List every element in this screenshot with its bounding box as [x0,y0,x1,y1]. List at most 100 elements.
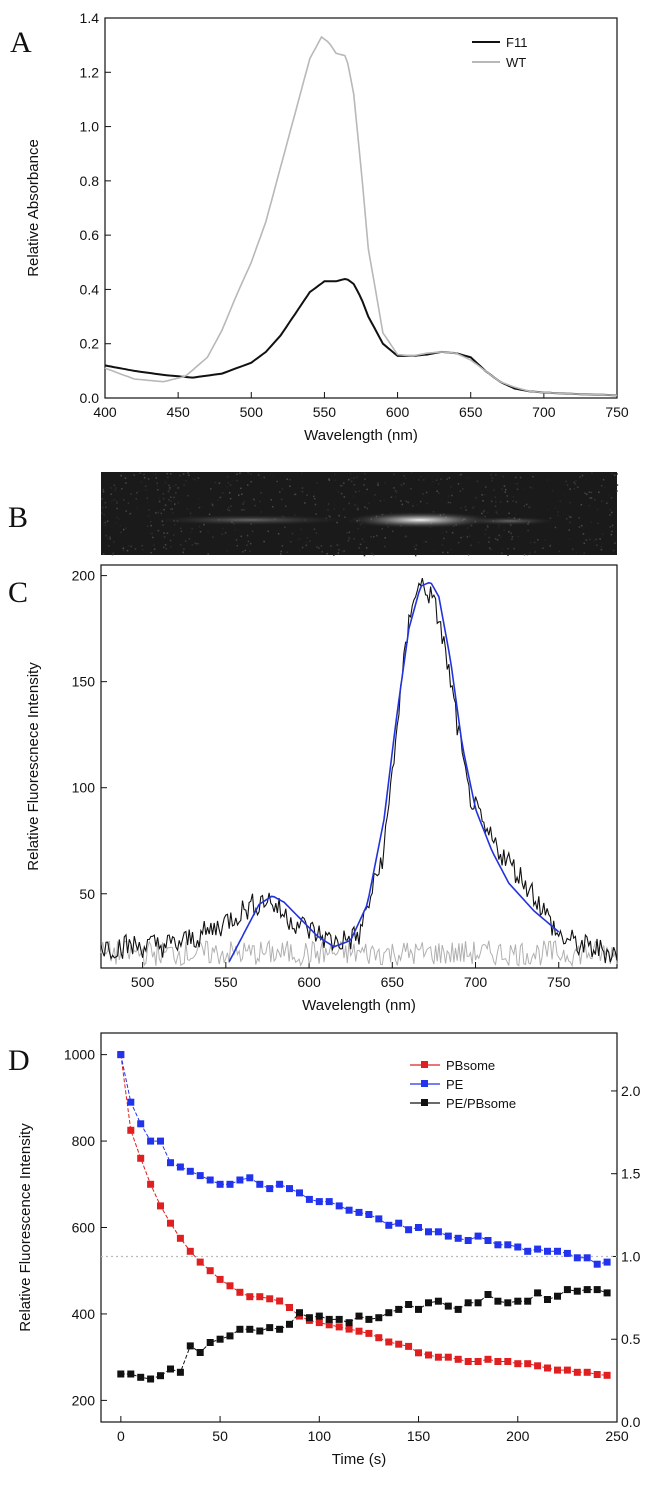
gel-noise [450,549,452,551]
gel-noise [228,506,230,509]
gel-noise [166,532,169,534]
data-point-pe [395,1219,403,1227]
gel-noise [329,515,331,518]
x-tick-label: 750 [605,404,629,420]
gel-noise [246,544,248,546]
data-point-pe [345,1206,353,1214]
gel-noise [581,524,583,527]
data-point-pe-pbsome [405,1301,413,1308]
gel-noise [109,536,111,538]
gel-noise [485,528,487,531]
gel-noise [186,508,189,510]
gel-noise [333,554,335,556]
x-tick-label: 0 [117,1428,125,1444]
gel-noise [232,480,234,482]
y-tick-label: 150 [72,674,96,690]
data-point-pbsome [315,1319,323,1327]
data-point-pbsome [474,1358,482,1365]
gel-noise [226,550,229,552]
gel-noise [115,516,118,519]
gel-noise [299,549,301,552]
data-point-pe-pbsome [335,1315,343,1323]
gel-noise [616,490,618,492]
gel-noise [127,545,130,547]
gel-noise [448,477,451,479]
gel-noise [343,496,346,498]
gel-noise [393,473,395,476]
gel-noise [203,523,205,526]
gel-noise [374,494,376,496]
x-axis-label: Wavelength (nm) [304,427,418,444]
gel-noise [294,514,296,516]
data-point-pbsome [157,1202,164,1210]
gel-noise [549,526,551,528]
gel-noise [103,513,105,516]
data-point-pe [554,1247,561,1255]
gel-noise [609,514,611,516]
gel-noise [164,504,167,506]
series-line-blue-fit [228,581,560,962]
gel-noise [197,543,199,545]
data-point-pe-pbsome [137,1373,145,1381]
gel-noise [467,477,470,479]
gel-noise [229,492,231,494]
gel-noise [142,548,144,551]
gel-noise [158,496,160,499]
gel-noise [491,477,494,479]
gel-noise [373,498,375,500]
gel-noise [445,531,448,533]
gel-noise [611,524,614,527]
gel-noise [333,479,335,481]
gel-noise [326,553,328,555]
gel-noise [529,542,532,544]
y2-tick-label: 1.0 [621,1248,641,1264]
gel-noise [531,487,533,489]
gel-noise [529,486,532,488]
y-axis-label: Relative Fluorescence Intensity [17,1123,34,1332]
x-tick-label: 600 [297,974,321,990]
data-point-pe-pbsome [474,1299,482,1307]
gel-noise [260,511,263,513]
gel-noise [582,533,585,535]
y-tick-label: 0.4 [80,281,100,297]
data-point-pbsome [504,1358,512,1365]
gel-noise [350,480,353,483]
gel-noise [169,539,172,542]
gel-noise [145,489,147,491]
data-point-pe [305,1195,313,1203]
data-point-pe-pbsome [395,1305,403,1313]
gel-noise [240,535,242,538]
gel-noise [364,473,366,475]
gel-noise [122,549,125,551]
y-tick-label: 1.4 [80,10,100,26]
x-tick-label: 100 [308,1428,332,1444]
gel-noise [410,472,413,474]
gel-noise [589,497,591,499]
gel-noise [150,551,152,554]
gel-noise [616,484,619,486]
gel-noise [491,480,493,482]
data-point-pbsome [355,1327,363,1335]
x-tick-label: 250 [605,1428,629,1444]
gel-noise [207,530,209,533]
gel-noise [507,554,509,556]
gel-noise [135,498,137,500]
y-tick-label: 200 [72,568,96,584]
gel-noise [141,544,143,547]
gel-noise [160,512,162,515]
data-point-pe [216,1180,224,1188]
data-point-pe-pbsome [117,1370,125,1378]
panel-a-absorbance-chart: 400 450 500 550 600 650 700 750 0.0 0.2 0.4 0.6 0.8 1… [25,10,629,444]
gel-noise [280,550,282,553]
gel-noise [349,472,352,475]
data-point-pe [325,1198,333,1206]
gel-noise [167,490,170,493]
data-point-pe [514,1243,522,1251]
gel-noise [441,544,444,546]
gel-noise [611,511,613,514]
gel-noise [588,504,591,507]
gel-noise [339,485,342,487]
gel-noise [404,536,406,538]
gel-noise [488,541,490,543]
data-point-pe-pbsome [286,1320,293,1328]
